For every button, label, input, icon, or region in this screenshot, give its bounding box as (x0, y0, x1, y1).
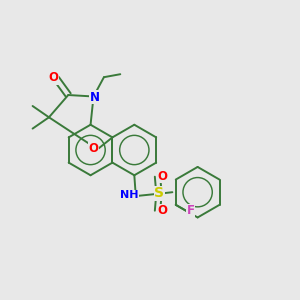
Text: O: O (158, 170, 168, 183)
Text: N: N (89, 91, 99, 103)
Text: S: S (154, 186, 164, 200)
Text: NH: NH (120, 190, 139, 200)
Text: O: O (48, 71, 59, 84)
Text: F: F (187, 204, 195, 217)
Text: O: O (158, 204, 168, 217)
Text: O: O (88, 142, 98, 154)
